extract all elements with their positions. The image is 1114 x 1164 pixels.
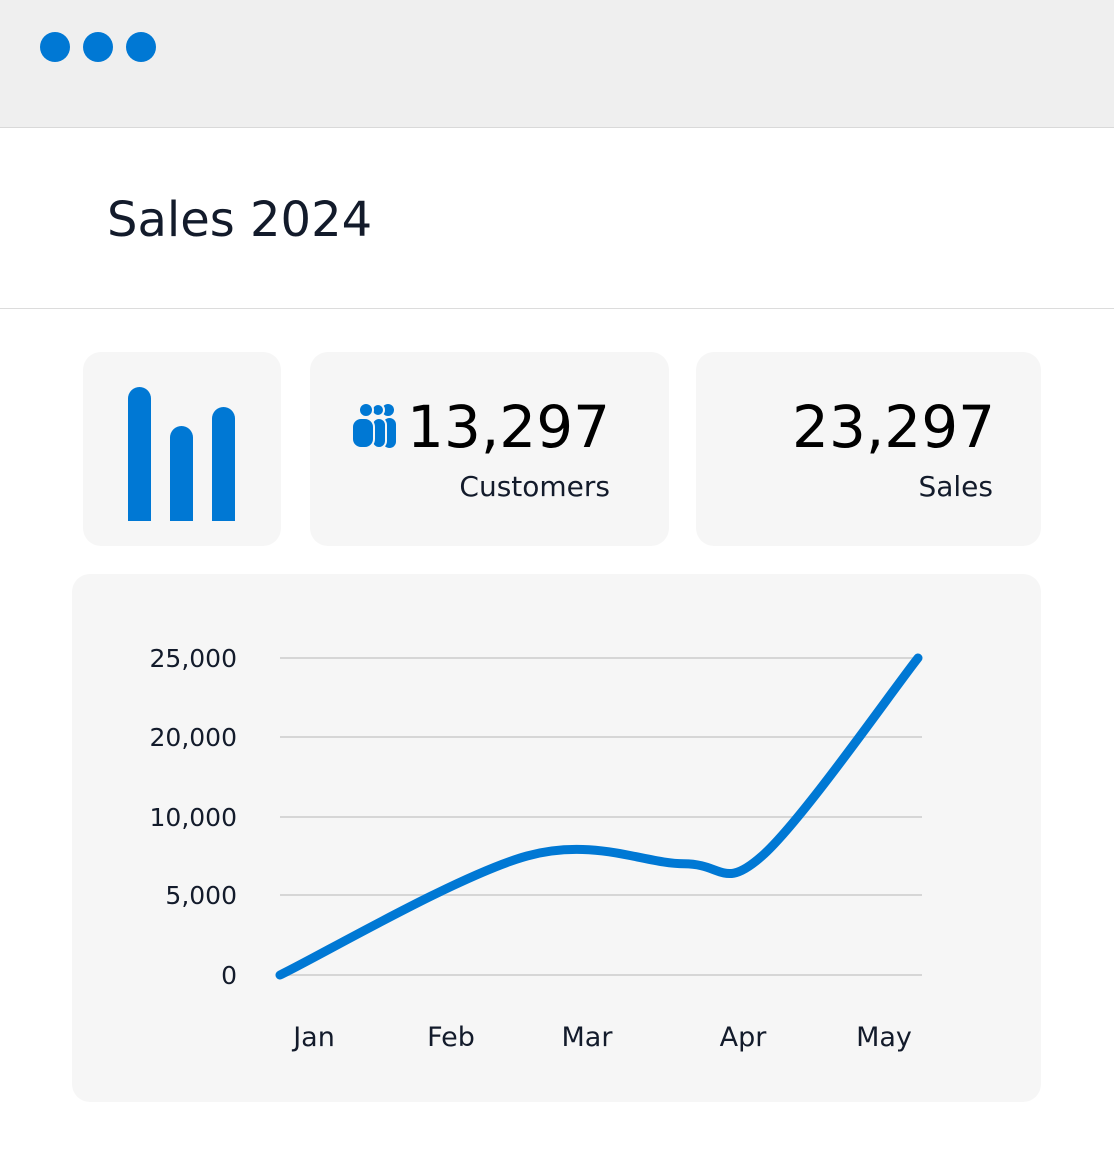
x-tick-label: Apr (720, 1022, 768, 1053)
y-tick-label: 5,000 (165, 881, 237, 910)
x-tick-label: Feb (427, 1022, 475, 1053)
bar-chart-card[interactable] (83, 352, 281, 546)
y-tick-label: 25,000 (150, 644, 237, 673)
customers-value: 13,297 (407, 393, 610, 461)
sales-line-chart-card: 0 5,000 10,000 20,000 25,000 Jan Feb Mar Apr May (72, 574, 1041, 1102)
y-tick-label: 10,000 (150, 803, 237, 832)
window-titlebar (0, 0, 1114, 128)
sales-line-chart: 0 5,000 10,000 20,000 25,000 Jan Feb Mar Apr May (150, 644, 923, 1053)
people-icon (351, 402, 396, 449)
sales-value: 23,297 (792, 393, 995, 461)
sales-card[interactable]: 23,297 Sales (696, 352, 1041, 546)
y-tick-label: 0 (221, 961, 237, 990)
bar-chart-icon-bar (212, 407, 235, 521)
window-control-dot[interactable] (83, 32, 113, 62)
sales-label: Sales (918, 470, 993, 503)
y-tick-label: 20,000 (150, 723, 237, 752)
window-control-dot[interactable] (40, 32, 70, 62)
customers-label: Customers (459, 470, 610, 503)
x-tick-label: Jan (291, 1022, 335, 1053)
customers-card[interactable]: 13,297 Customers (310, 352, 669, 546)
bar-chart-icon-bar (128, 387, 151, 521)
page-title: Sales 2024 (107, 192, 373, 248)
series-line-sales (275, 653, 923, 980)
x-tick-label: Mar (562, 1022, 614, 1053)
bar-chart-icon-bar (170, 426, 193, 521)
window-control-dot[interactable] (126, 32, 156, 62)
x-tick-label: May (856, 1022, 912, 1053)
page-header (0, 128, 1114, 309)
